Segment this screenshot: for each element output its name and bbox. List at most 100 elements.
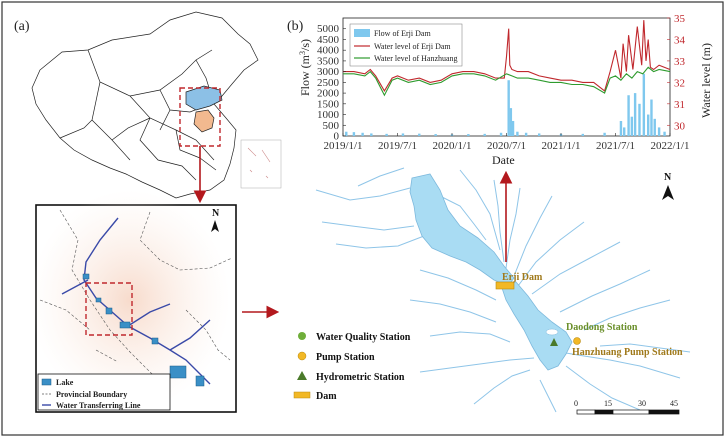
ytick-left-label: 2500: [317, 77, 340, 89]
flow-bar: [619, 120, 623, 136]
scale-tick: 15: [604, 399, 612, 408]
flow-level-chart: 0500100015002000250030003500400045005000…: [298, 13, 713, 167]
legend-flow-swatch: [354, 29, 370, 37]
xtick-label: 2021/1/1: [541, 140, 580, 152]
scale-seg: [648, 409, 680, 415]
pump-station-icon: [573, 337, 581, 345]
legend-hanzhuang: Water level of Hanzhuang: [374, 54, 458, 63]
inset-water-line: [61, 217, 211, 385]
legend-pump: Pump Station: [316, 352, 375, 363]
china-map: [31, 11, 259, 199]
ytick-left-label: 3500: [317, 55, 340, 67]
flow-bar: [483, 133, 486, 136]
inset-lake: [169, 365, 187, 379]
flow-bar: [650, 99, 653, 136]
inset-legend-box: [37, 373, 171, 411]
scale-seg: [612, 409, 650, 415]
chart-legend: Flow of Erji Dam Water level of Erji Dam…: [349, 23, 463, 67]
inset-legend: Lake Provincial Boundary Water Transferr…: [37, 373, 171, 411]
ylabel-left-sup: 3: [298, 51, 307, 55]
flow-bar: [511, 120, 515, 136]
legend-dam: Dam: [316, 391, 337, 402]
ytick-left-label: 2000: [317, 88, 340, 100]
inset-north-arrow: N: [211, 208, 220, 232]
flow-bar: [638, 103, 641, 136]
sea-inset-islands: [247, 147, 271, 179]
province-lines: [59, 49, 217, 181]
scale-tick: 45: [670, 399, 678, 408]
legend-boundary: Provincial Boundary: [56, 390, 127, 399]
flow-bar: [370, 133, 373, 136]
hanzhuang-label: Hanzhuang Pump Station: [572, 347, 683, 358]
xtick-label: 2022/1/1: [650, 140, 689, 152]
inset-focus-box: [85, 282, 133, 336]
flow-bar: [345, 131, 348, 136]
flow-bar: [657, 127, 661, 136]
ytick-right-label: 32: [674, 77, 685, 89]
ytick-left-label: 4500: [317, 34, 340, 46]
flow-bar: [516, 131, 519, 136]
inset-lake: [119, 321, 131, 329]
ytick-left-label: 1500: [317, 98, 340, 110]
flow-bar: [663, 131, 666, 136]
erji-dam-label: Erji Dam: [502, 272, 543, 283]
flow-bar: [434, 134, 437, 136]
chart-axes: 0500100015002000250030003500400045005000…: [317, 13, 690, 152]
xtick-label: 2020/1/1: [432, 140, 471, 152]
legend-wq: Water Quality Station: [316, 332, 411, 343]
flow-bar: [401, 133, 405, 136]
ytick-left-label: 4000: [317, 45, 340, 57]
inset-lake: [195, 375, 205, 387]
chart-ylabel-right: Water level (m): [699, 43, 713, 118]
china-outline: [31, 11, 259, 199]
hanzhuang-level-line: [343, 66, 671, 97]
china-focus-box: [179, 87, 221, 147]
hydrometric-station-icon: [550, 338, 558, 346]
ytick-left-label: 3000: [317, 66, 340, 78]
ytick-right-label: 34: [674, 34, 686, 46]
map-legend: Water Quality Station Pump Station Hydro…: [293, 332, 411, 402]
north-arrow-icon: [211, 220, 219, 232]
jiangsu-province: [193, 109, 215, 133]
ytick-right-label: 31: [674, 99, 685, 111]
chart-marks: [343, 20, 671, 136]
panel-a-label: (a): [14, 19, 30, 34]
main-north-label: N: [664, 172, 672, 183]
erji-dam-icon: [495, 281, 515, 290]
main-map: Erji Dam Daodong Station Hanzhuang Pump …: [293, 167, 691, 415]
legend-flow: Flow of Erji Dam: [374, 29, 431, 38]
sea-inset-frame: [240, 139, 282, 189]
legend-line: Water Transferring Line: [56, 401, 141, 410]
ytick-left-label: 0: [334, 131, 340, 143]
flow-bar: [385, 133, 388, 136]
ytick-right-label: 35: [674, 13, 686, 25]
inset-boundaries: [39, 209, 233, 393]
inset-north-label: N: [212, 208, 220, 219]
panel-b-label: (b): [287, 19, 304, 34]
flow-bar: [623, 127, 626, 136]
scale-seg: [576, 409, 596, 415]
ytick-left-label: 1000: [317, 109, 340, 121]
scale-bar: 0 15 30 45: [574, 399, 680, 415]
flow-bar: [653, 118, 656, 136]
xtick-label: 2019/7/1: [378, 140, 417, 152]
legend-erji: Water level of Erji Dam: [374, 42, 451, 51]
flow-bar: [524, 132, 528, 136]
chart-ylabel-left: Flow (m3/s): [298, 39, 312, 96]
flow-bar: [630, 116, 634, 136]
flow-bar: [581, 133, 584, 136]
ytick-left-label: 500: [323, 120, 340, 132]
inset-lake: [95, 297, 102, 303]
xtick-label: 2019/1/1: [323, 140, 362, 152]
xtick-label: 2020/7/1: [487, 140, 526, 152]
shandong-province: [185, 85, 223, 111]
flow-bar: [499, 132, 503, 136]
flow-bar: [642, 73, 646, 136]
flow-bar: [361, 132, 364, 136]
inset-lakes: [82, 273, 205, 387]
north-arrow-icon: [662, 185, 674, 200]
inset-lake: [82, 273, 90, 280]
ylabel-left-part: /s): [298, 39, 312, 51]
